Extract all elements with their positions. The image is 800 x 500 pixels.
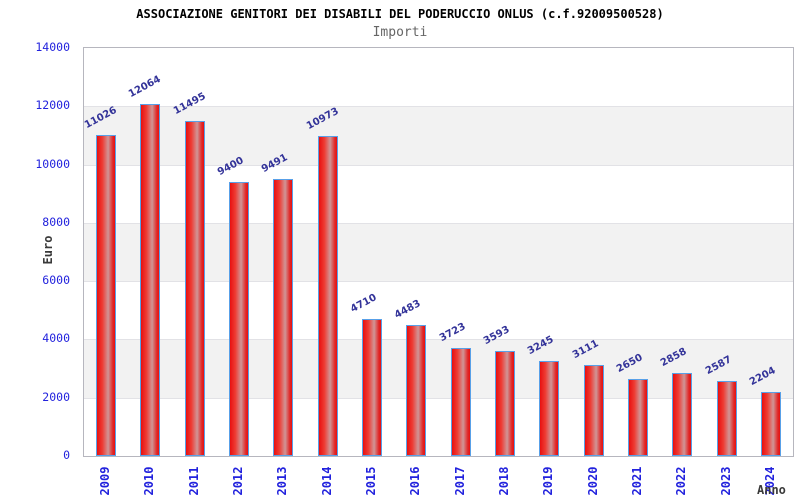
bar-2011 bbox=[184, 121, 205, 456]
bar-2014 bbox=[317, 136, 338, 456]
bar-2019 bbox=[539, 361, 560, 456]
x-tick-label: 2018 bbox=[496, 466, 511, 496]
gridline bbox=[84, 339, 793, 341]
bar-2024 bbox=[760, 391, 781, 456]
bar-2022 bbox=[672, 372, 693, 456]
y-tick-label: 2000 bbox=[42, 389, 70, 404]
bar-2009 bbox=[96, 134, 117, 456]
x-tick-label: 2016 bbox=[408, 466, 423, 496]
x-tick-label: 2019 bbox=[541, 466, 556, 496]
x-tick-label: 2017 bbox=[452, 466, 467, 496]
x-tick-label: 2014 bbox=[319, 466, 334, 496]
x-tick-label: 2021 bbox=[629, 466, 644, 496]
y-tick-label: 4000 bbox=[42, 331, 70, 346]
x-tick-label: 2011 bbox=[186, 466, 201, 496]
chart-title: ASSOCIAZIONE GENITORI DEI DISABILI DEL P… bbox=[136, 7, 664, 21]
chart-subtitle: Importi bbox=[372, 25, 428, 40]
y-tick-label: 6000 bbox=[42, 273, 70, 288]
y-axis-title: Euro bbox=[41, 235, 55, 265]
gridline bbox=[84, 281, 793, 283]
x-tick-label: 2013 bbox=[275, 466, 290, 496]
gridline bbox=[84, 222, 793, 224]
y-tick-label: 14000 bbox=[35, 40, 70, 54]
gridline bbox=[84, 397, 793, 399]
y-tick-label: 8000 bbox=[42, 214, 70, 229]
gridline bbox=[84, 164, 793, 166]
bar-2016 bbox=[406, 325, 427, 456]
x-tick-label: 2023 bbox=[718, 466, 733, 496]
x-tick-label: 2020 bbox=[585, 466, 600, 496]
bar-2023 bbox=[716, 380, 737, 456]
y-tick-label: 0 bbox=[63, 448, 70, 462]
x-tick-label: 2012 bbox=[231, 466, 246, 496]
x-tick-label: 2010 bbox=[142, 466, 157, 496]
x-tick-label: 2015 bbox=[364, 466, 379, 496]
plot-area: 11026 12064 11495 9400 9491 10973 4710 4483 3723… bbox=[83, 47, 794, 457]
gridline bbox=[84, 106, 793, 108]
bar-2015 bbox=[362, 318, 383, 456]
x-tick-label: 2022 bbox=[674, 466, 689, 496]
y-tick-label: 10000 bbox=[35, 156, 70, 171]
bar-2020 bbox=[583, 365, 604, 456]
bar-2018 bbox=[494, 351, 515, 456]
bar-2013 bbox=[273, 179, 294, 456]
bar-2017 bbox=[450, 347, 471, 456]
bar-2021 bbox=[627, 378, 648, 456]
y-tick-label: 12000 bbox=[35, 98, 70, 113]
x-tick-label: 2009 bbox=[98, 466, 113, 496]
x-axis-title: Anno bbox=[757, 483, 786, 497]
bar-2010 bbox=[140, 104, 161, 456]
bar-2012 bbox=[229, 182, 250, 456]
